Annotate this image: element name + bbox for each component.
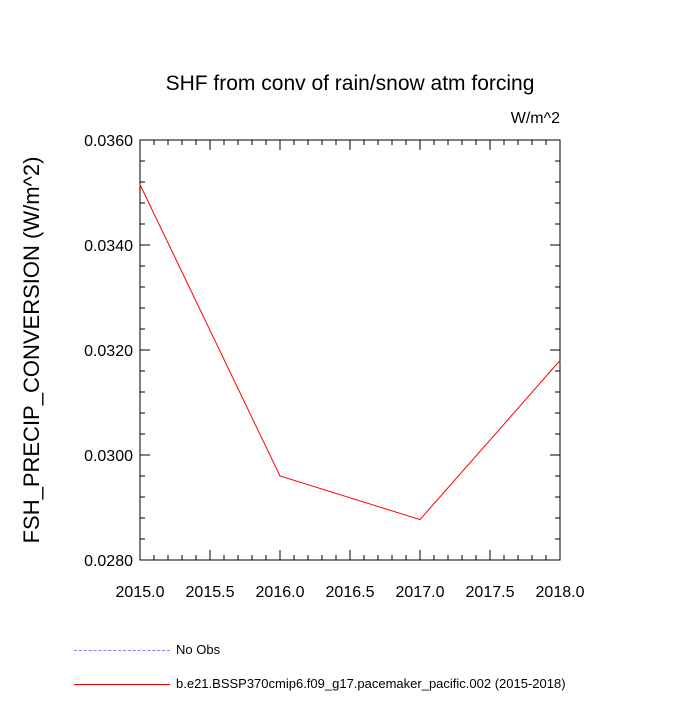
data-point xyxy=(279,475,281,477)
data-point xyxy=(559,360,561,361)
x-tick-label: 2017.0 xyxy=(396,584,445,601)
legend-item-series: b.e21.BSSP370cmip6.f09_g17.pacemaker_pac… xyxy=(70,674,690,696)
x-tick-label: 2016.5 xyxy=(326,584,375,601)
data-point xyxy=(419,519,421,521)
y-tick-label: 0.0300 xyxy=(84,448,133,465)
legend-item-no-obs: No Obs xyxy=(70,640,690,662)
x-tick-label: 2016.0 xyxy=(256,584,305,601)
chart-title: SHF from conv of rain/snow atm forcing xyxy=(165,72,535,95)
series-line xyxy=(139,184,561,521)
legend-swatch-solid xyxy=(74,684,170,685)
y-tick-label: 0.0360 xyxy=(84,133,133,150)
legend-label: No Obs xyxy=(176,642,221,657)
x-tick-label: 2015.5 xyxy=(186,584,235,601)
legend-label: b.e21.BSSP370cmip6.f09_g17.pacemaker_pac… xyxy=(176,676,566,691)
y-tick-label: 0.0280 xyxy=(84,553,133,570)
x-tick-label: 2017.5 xyxy=(466,584,515,601)
x-tick-label: 2015.0 xyxy=(116,584,165,601)
legend-swatch-dashed xyxy=(74,650,170,651)
x-tick-label: 2018.0 xyxy=(536,584,585,601)
units-label: W/m^2 xyxy=(510,110,560,127)
y-tick-label: 0.0340 xyxy=(84,238,133,255)
plot-frame xyxy=(139,139,561,561)
y-axis-label: FSH_PRECIP_CONVERSION (W/m^2) xyxy=(19,156,44,544)
y-tick-label: 0.0320 xyxy=(84,343,133,360)
data-point xyxy=(139,184,141,186)
legend: No Obs b.e21.BSSP370cmip6.f09_g17.pacema… xyxy=(70,640,690,708)
